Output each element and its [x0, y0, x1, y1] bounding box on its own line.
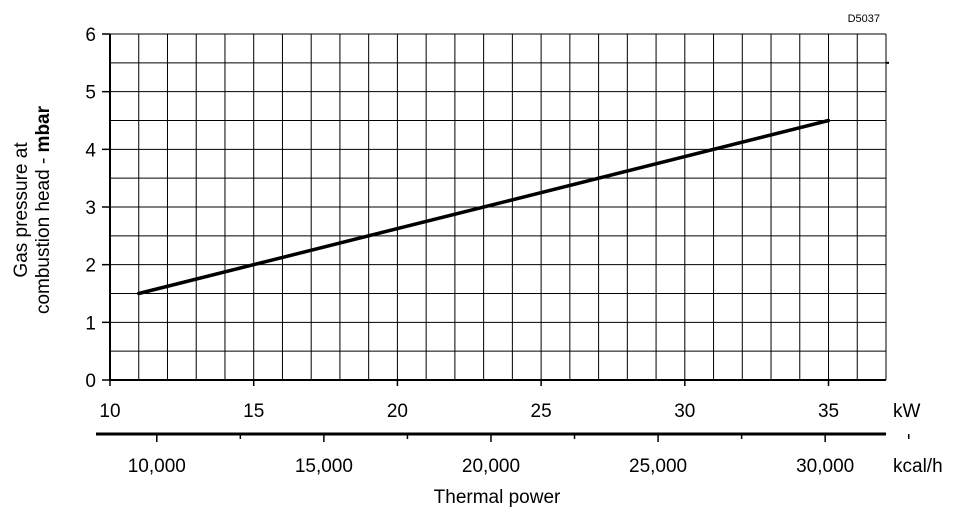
pressure-line	[136, 118, 831, 296]
primary-x-unit-label: kW	[893, 401, 921, 422]
y-tick-label: 2	[85, 256, 96, 277]
secondary-x-unit-label: kcal/h	[893, 456, 943, 477]
y-axis-title-unit: mbar	[33, 105, 54, 152]
chart-labels: D5037 kW kcal/h Thermal power Gas pressu…	[11, 13, 943, 508]
secondary-tick-label: 15,000	[295, 456, 353, 477]
chart-grid	[109, 33, 887, 381]
x-tick-label: 25	[531, 401, 552, 422]
chart-series	[136, 118, 831, 296]
y-axis-title-line1: Gas pressure at	[11, 142, 32, 278]
secondary-tick-label: 10,000	[128, 456, 186, 477]
x-tick-label: 30	[674, 401, 695, 422]
x-tick-label: 10	[99, 401, 120, 422]
x-tick-label: 20	[387, 401, 408, 422]
y-tick-label: 3	[85, 198, 96, 219]
x-axis-title: Thermal power	[434, 487, 561, 508]
y-tick-label: 6	[85, 25, 96, 46]
chart-code-label: D5037	[848, 13, 880, 25]
chart-axes	[96, 33, 910, 442]
x-tick-label: 15	[243, 401, 264, 422]
y-tick-label: 4	[85, 140, 96, 161]
secondary-tick-label: 25,000	[629, 456, 687, 477]
secondary-tick-label: 20,000	[462, 456, 520, 477]
secondary-tick-label: 30,000	[796, 456, 854, 477]
y-axis-title-prefix: combustion head -	[33, 152, 54, 314]
y-tick-label: 0	[85, 371, 96, 392]
y-axis-title-line2: combustion head - mbar	[33, 105, 54, 314]
y-tick-label: 5	[85, 83, 96, 104]
x-tick-label: 35	[818, 401, 839, 422]
y-tick-label: 1	[85, 313, 96, 334]
